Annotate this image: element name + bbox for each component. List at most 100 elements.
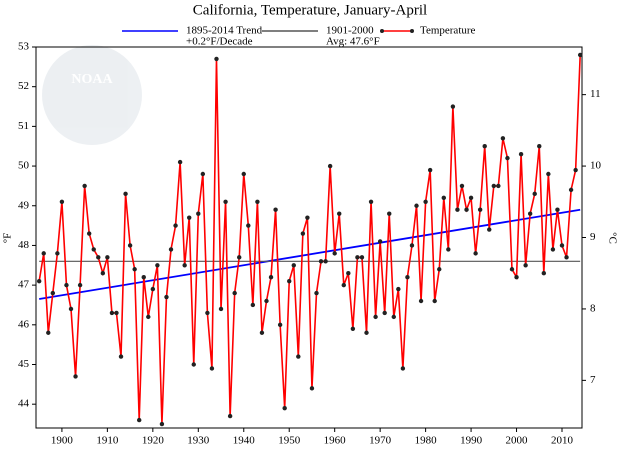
point [223,199,228,204]
x-tick-label: 2000 [506,435,529,447]
point [132,267,137,272]
point [337,211,342,216]
legend-marker [380,29,384,33]
point [182,263,187,268]
point [382,310,387,316]
x-tick-label: 1980 [415,435,438,447]
point [577,52,583,58]
point [200,171,206,177]
point [309,386,315,391]
y-tick-label: 46 [18,318,30,330]
point [282,405,287,411]
legend-note: Avg: 47.6°F [326,36,380,48]
y2-tick-label: 10 [590,160,602,172]
point [468,195,474,201]
point [187,215,192,220]
x-tick-label: 1940 [233,435,256,447]
point [64,282,69,288]
point [246,223,251,228]
x-tick-label: 1930 [187,435,210,447]
point [277,322,283,328]
point [73,374,78,379]
point [332,251,337,256]
point [487,227,492,232]
point [287,278,292,284]
point [523,263,528,268]
watermark: NOAA [42,45,142,145]
x-tick-label: 2010 [551,435,574,447]
point [359,255,365,260]
legend-label: Temperature [420,25,476,37]
y-tick-label: 45 [18,358,30,370]
legend-note: +0.2°F/Decade [186,36,253,48]
point [96,255,101,260]
point [59,199,65,204]
point [364,330,369,335]
point [387,211,392,216]
point [196,211,201,216]
point [159,421,165,427]
point [327,163,333,169]
point [527,211,533,216]
point [300,231,306,236]
point [209,366,215,371]
point [205,310,210,316]
x-tick-label: 1950 [278,435,301,447]
point [541,271,547,276]
point [509,267,515,272]
point [100,271,106,276]
point [50,290,56,296]
point [414,203,419,208]
point [91,247,96,252]
point [173,223,178,228]
y-tick-label: 50 [18,160,30,172]
point [550,247,556,252]
point [537,144,542,149]
point [314,290,319,296]
point [514,274,519,280]
point [241,171,246,177]
point [377,239,383,244]
point [473,251,478,256]
point [255,199,260,204]
point [268,274,274,280]
y2-tick-label: 7 [590,374,596,386]
point [264,298,269,304]
y-tick-label: 51 [18,120,29,132]
point [400,366,406,371]
y2-tick-label: 8 [590,302,596,314]
chart-title: California, Temperature, January-April [193,2,427,18]
point [496,183,501,189]
legend-label: 1901-2000 [326,25,374,37]
y-axis-label: °F [2,233,14,244]
point [259,330,265,335]
point [77,282,83,288]
x-tick-label: 1990 [460,435,483,447]
point [146,314,151,320]
point [446,247,451,252]
point [46,330,51,335]
point [305,215,310,220]
point [191,362,196,367]
point [68,306,74,312]
point [296,354,301,359]
point [55,251,60,256]
point [409,243,415,248]
point [214,56,219,62]
point [427,167,433,173]
point [218,306,224,312]
point [559,243,565,248]
point [455,207,460,212]
point [232,290,237,296]
x-tick-label: 1960 [324,435,347,447]
point [123,191,128,197]
x-tick-label: 1910 [96,435,119,447]
point [441,195,446,201]
point [150,286,156,292]
point [318,259,324,264]
point [477,207,483,212]
point [323,259,328,264]
point [237,255,242,260]
point [114,310,119,316]
point [41,251,46,256]
